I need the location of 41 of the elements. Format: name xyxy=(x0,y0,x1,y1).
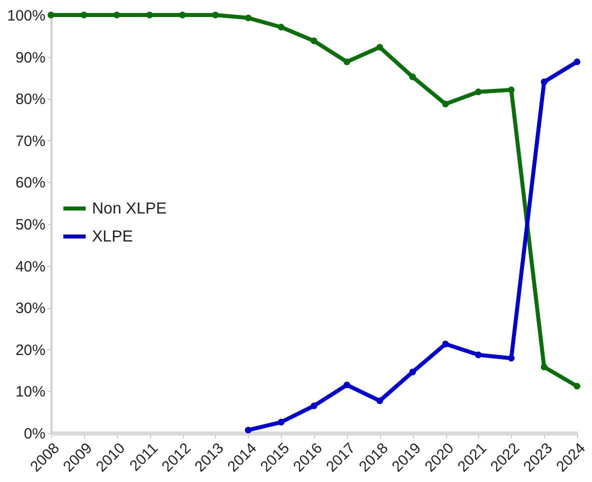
point xyxy=(146,12,153,18)
point xyxy=(442,100,449,108)
point xyxy=(344,58,350,66)
y-tick-label: 90% xyxy=(15,49,46,66)
legend-label: Non XLPE xyxy=(92,200,167,218)
y-tick-label: 0% xyxy=(24,426,46,442)
point xyxy=(574,58,580,66)
point xyxy=(508,354,515,362)
point xyxy=(409,74,416,80)
point xyxy=(212,12,219,18)
point xyxy=(344,382,350,388)
point xyxy=(113,12,120,18)
point xyxy=(376,44,384,51)
y-tick-label: 20% xyxy=(15,342,46,359)
point xyxy=(179,12,186,18)
point xyxy=(278,24,284,30)
point xyxy=(574,382,580,390)
point xyxy=(475,88,482,96)
y-tick-label: 40% xyxy=(15,258,46,276)
point xyxy=(244,426,252,434)
point xyxy=(80,12,88,18)
point xyxy=(310,402,318,410)
y-tick-label: 70% xyxy=(15,132,46,150)
y-tick-label: 30% xyxy=(15,300,46,318)
y-tick-label: 100% xyxy=(7,8,46,24)
y-tick-label: 80% xyxy=(15,91,46,108)
point xyxy=(475,351,482,358)
y-tick-label: 60% xyxy=(15,174,46,192)
point xyxy=(540,364,548,370)
legend-label: XLPE xyxy=(92,228,133,246)
point xyxy=(48,12,54,18)
point xyxy=(310,38,318,44)
point xyxy=(244,14,252,22)
point xyxy=(442,340,449,348)
point xyxy=(540,78,548,86)
y-tick-label: 10% xyxy=(15,384,46,401)
y-tick-label: 50% xyxy=(15,216,46,234)
point xyxy=(278,418,284,426)
point xyxy=(376,397,384,404)
point xyxy=(409,368,416,376)
point xyxy=(508,86,515,94)
